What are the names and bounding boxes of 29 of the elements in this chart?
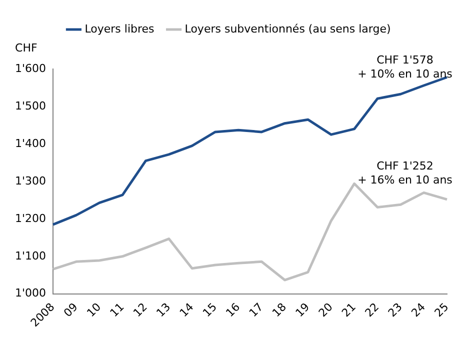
x-tick-label: 23 (386, 300, 405, 320)
x-tick-label: 22 (362, 300, 382, 320)
y-tick-label: 1'200 (14, 212, 46, 225)
y-tick-label: 1'400 (14, 136, 46, 150)
legend-label: Loyers libres (84, 22, 155, 36)
annotation: CHF 1'252 + 16% en 10 ans (358, 159, 453, 186)
y-tick-label: 1'500 (14, 99, 46, 112)
x-tick-label: 17 (246, 300, 266, 320)
x-tick-label: 12 (130, 300, 150, 320)
x-tick-label: 18 (270, 300, 289, 320)
y-axis-title: CHF (15, 41, 38, 54)
x-tick-label: 24 (408, 300, 428, 320)
x-tick-label: 13 (154, 300, 174, 320)
x-tick-label: 16 (223, 300, 243, 320)
annotation: CHF 1'578 + 10% en 10 ans (358, 53, 453, 80)
legend-label: Loyers subventionnés (au sens large) (184, 22, 391, 36)
x-tick-label: 10 (84, 300, 104, 320)
x-tick-label: 25 (432, 300, 452, 320)
y-tick-label: 1'100 (14, 249, 46, 262)
x-tick-label: 21 (339, 300, 358, 320)
y-tick-label: 1'300 (14, 174, 46, 188)
y-tick-label: 1'600 (14, 62, 46, 75)
x-tick-label: 15 (200, 300, 220, 320)
y-tick-label: 1'000 (14, 286, 46, 300)
x-tick-label: 19 (293, 300, 312, 320)
x-tick-label: 14 (177, 300, 196, 320)
x-tick-label: 09 (61, 300, 80, 320)
x-tick-label: 11 (108, 300, 127, 320)
x-tick-label: 20 (316, 300, 336, 320)
